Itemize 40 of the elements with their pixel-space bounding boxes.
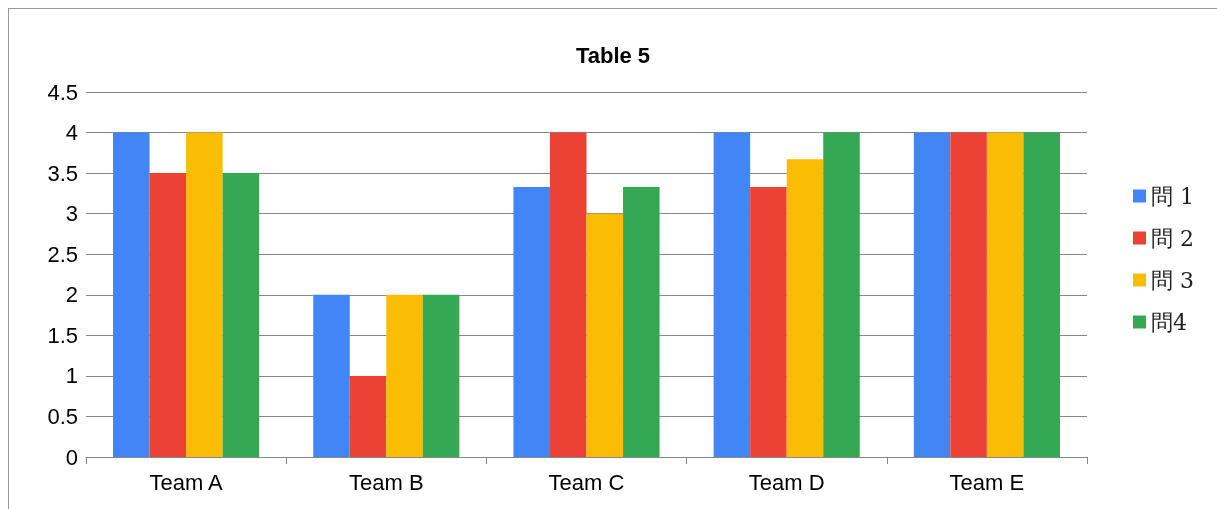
legend-label: 問 1 [1151,183,1195,209]
x-tick-label: Team A [149,469,224,495]
legend-label: 問 3 [1151,267,1195,293]
bar [313,294,350,457]
y-tick-label: 0 [65,444,78,470]
x-tick-label: Team E [949,469,1025,495]
bar [786,159,824,457]
chart-title: Table 5 [575,42,651,68]
bar [513,186,550,457]
y-tick-label: 2.5 [47,241,78,267]
y-tick-label: 3 [65,201,78,227]
bar [623,186,660,457]
y-tick-label: 1.5 [47,322,78,348]
y-tick-label: 1 [65,363,78,389]
bar [823,132,860,457]
bar [950,132,987,457]
y-tick-label: 2 [65,282,78,308]
bar [986,132,1024,457]
y-tick-label: 4 [65,120,78,146]
x-tick-label: Team B [349,469,424,495]
y-tick-label: 3.5 [47,160,78,186]
bar [222,173,260,457]
y-tick-label: 4.5 [47,79,78,105]
bar [349,375,387,457]
bar [913,132,951,457]
bar [186,132,223,457]
x-tick-label: Team C [548,469,625,495]
legend-label: 問 2 [1151,225,1195,251]
bar [386,294,423,457]
bar [1023,132,1060,457]
bar [750,186,787,457]
bar [422,294,460,457]
legend-label: 問4 [1151,309,1188,335]
bar [149,173,187,457]
bar [549,132,587,457]
bar [713,132,751,457]
y-tick-label: 0.5 [47,403,78,429]
bar [586,213,624,457]
x-tick-label: Team D [748,469,825,495]
bar [113,132,150,457]
